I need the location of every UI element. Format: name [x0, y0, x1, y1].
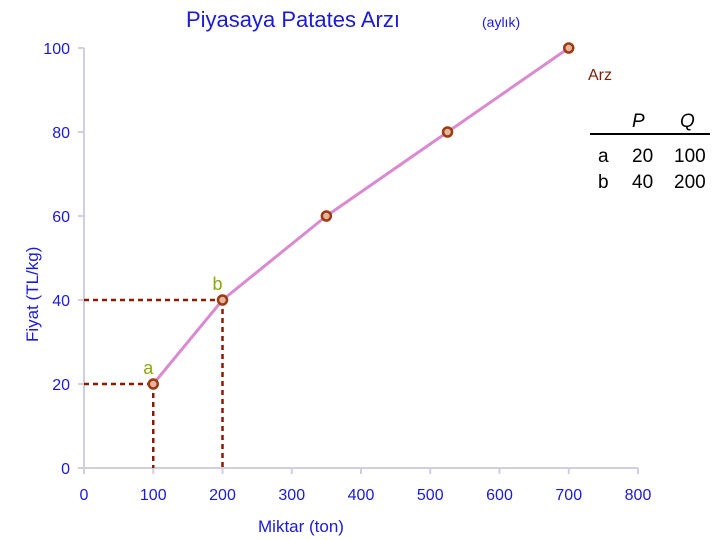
chart-title: Piyasaya Patates Arzı [186, 7, 400, 32]
series-arz [147, 42, 575, 390]
chart-subtitle: (aylık) [482, 14, 520, 30]
x-tick-label: 100 [140, 487, 167, 504]
table-row-b-label: b [598, 172, 609, 193]
y-tick-label: 20 [52, 377, 70, 394]
y-tick-label: 0 [61, 461, 70, 478]
x-tick-label: 500 [417, 487, 444, 504]
x-tick-label: 0 [80, 487, 89, 504]
data-point [563, 42, 575, 54]
x-tick-label: 700 [555, 487, 582, 504]
data-point [441, 126, 454, 138]
series-line-arz [152, 46, 570, 385]
table-row-a-label: a [598, 146, 609, 167]
y-ticks: 0 20 40 60 80 100 [43, 41, 84, 478]
data-point [147, 378, 159, 390]
data-point [216, 294, 229, 306]
y-tick-label: 80 [52, 125, 70, 142]
table-row-b-p: 40 [632, 172, 653, 193]
table-row-a-q: 100 [674, 146, 706, 167]
point-label-a: a [143, 358, 154, 378]
data-point [320, 210, 333, 222]
y-tick-label: 60 [52, 209, 70, 226]
x-ticks: 0 100 200 300 400 500 600 700 800 [80, 468, 652, 504]
table-header-p: P [632, 111, 645, 132]
x-tick-label: 200 [209, 487, 236, 504]
x-tick-label: 300 [278, 487, 305, 504]
table-row-b-q: 200 [674, 172, 706, 193]
table-row-a-p: 20 [632, 146, 653, 167]
y-tick-label: 100 [43, 41, 70, 58]
y-tick-label: 40 [52, 293, 70, 310]
x-axis-label: Miktar (ton) [258, 517, 344, 536]
x-tick-label: 400 [348, 487, 375, 504]
series-label-arz: Arz [588, 67, 612, 84]
x-tick-label: 600 [486, 487, 513, 504]
table-header-q: Q [680, 111, 695, 132]
point-labels: ab [143, 274, 222, 378]
data-table: P Q a 20 100 b 40 200 [590, 111, 710, 193]
x-tick-label: 800 [625, 487, 652, 504]
guide-lines [84, 298, 224, 468]
point-label-b: b [213, 274, 223, 294]
y-axis-label: Fiyat (TL/kg) [23, 247, 42, 342]
